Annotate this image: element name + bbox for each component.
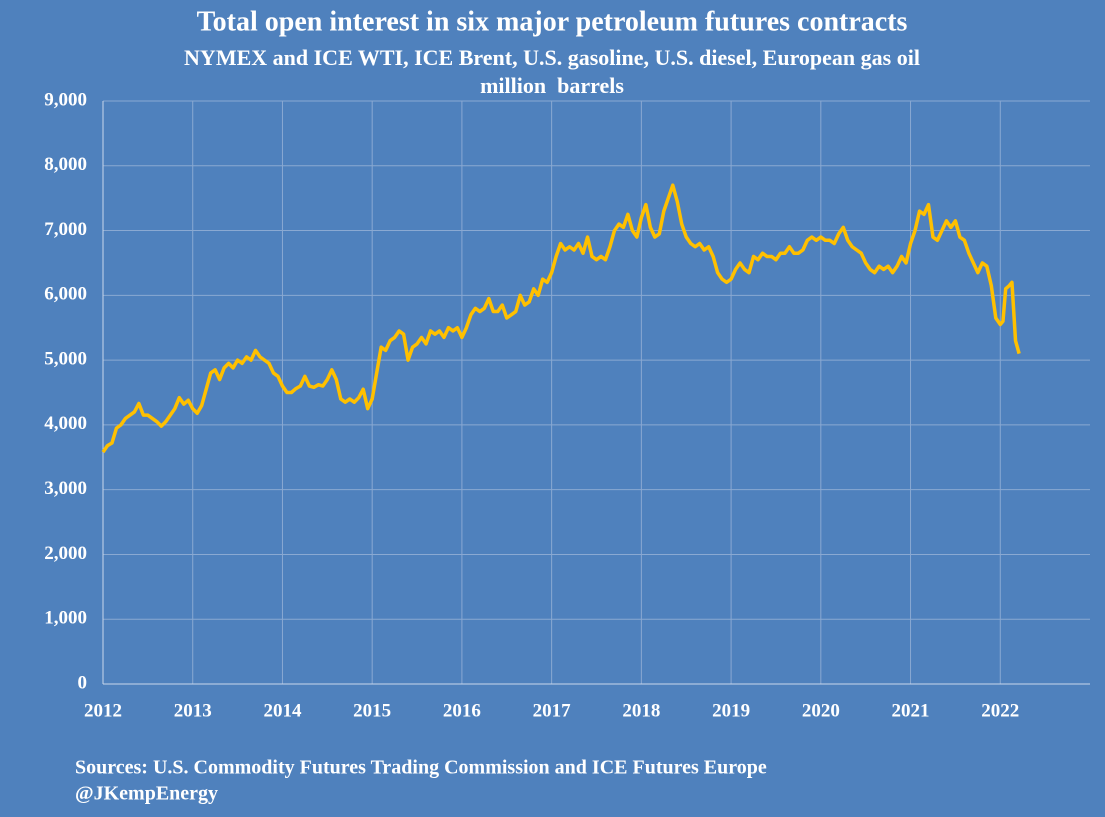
credit: @JKempEnergy: [75, 783, 218, 805]
chart-subtitle: NYMEX and ICE WTI, ICE Brent, U.S. gasol…: [184, 45, 920, 70]
x-tick-label: 2017: [533, 700, 572, 721]
x-tick-label: 2020: [802, 700, 840, 721]
y-tick-label: 1,000: [44, 608, 87, 629]
x-tick-label: 2019: [712, 700, 750, 721]
series-line: [101, 183, 1021, 454]
x-tick-label: 2016: [443, 700, 481, 721]
source: Sources: U.S. Commodity Futures Trading …: [75, 757, 767, 779]
x-tick-label: 2018: [622, 700, 660, 721]
y-tick-label: 0: [78, 672, 88, 693]
x-tick-label: 2013: [174, 700, 212, 721]
x-tick-label: 2014: [263, 700, 302, 721]
chart-title: Total open interest in six major petrole…: [197, 6, 908, 37]
y-tick-label: 6,000: [44, 284, 87, 305]
y-tick-label: 7,000: [44, 219, 87, 240]
y-tick-label: 4,000: [44, 413, 87, 434]
y-tick-label: 8,000: [44, 154, 87, 175]
y-tick-label: 3,000: [44, 478, 87, 499]
x-tick-label: 2015: [353, 700, 391, 721]
x-tick-label: 2012: [84, 700, 122, 721]
y-tick-label: 5,000: [44, 348, 87, 369]
y-tick-label: 9,000: [44, 89, 87, 110]
y-tick-label: 2,000: [44, 543, 87, 564]
x-tick-label: 2022: [981, 700, 1019, 721]
x-tick-label: 2021: [892, 700, 930, 721]
y-axis-label: million barrels: [480, 73, 624, 98]
